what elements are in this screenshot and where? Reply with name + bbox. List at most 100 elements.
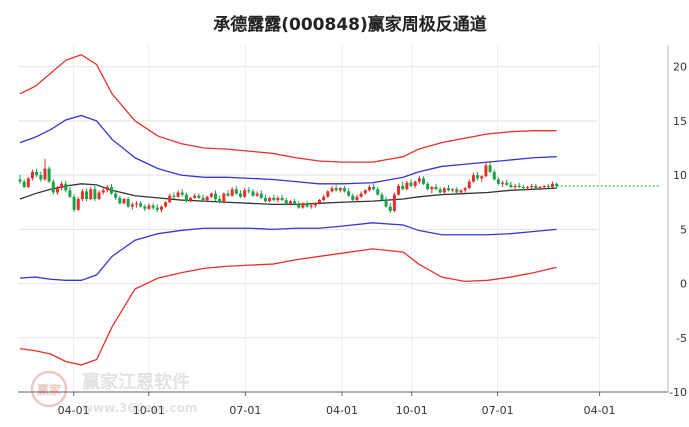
candle-body xyxy=(326,191,330,197)
candle-body xyxy=(68,190,72,197)
y-tick-label: 20 xyxy=(673,61,687,74)
candle-body xyxy=(39,175,43,180)
candle-body xyxy=(238,193,242,197)
candle-body xyxy=(446,188,450,191)
candle-body xyxy=(193,195,197,198)
candle-body xyxy=(201,197,205,201)
watermark-brand: 赢家江恩软件 xyxy=(82,371,190,393)
candle-body xyxy=(280,197,284,201)
candle-body xyxy=(342,188,346,192)
candle-body xyxy=(367,187,371,191)
candle-body xyxy=(526,187,530,189)
grid-lines xyxy=(18,45,601,393)
candle-body xyxy=(309,205,313,207)
candle-body xyxy=(122,198,126,204)
candle-body xyxy=(205,196,209,201)
channel-line xyxy=(19,54,557,163)
candle-body xyxy=(501,182,505,184)
candle-body xyxy=(26,178,30,188)
candle-body xyxy=(438,189,442,193)
candle-body xyxy=(318,200,322,204)
candle-body xyxy=(467,181,471,189)
candle-body xyxy=(397,185,401,195)
candle-body xyxy=(347,191,351,196)
candle-body xyxy=(130,204,134,207)
candle-body xyxy=(284,200,288,205)
candle-body xyxy=(413,181,417,186)
candle-body xyxy=(114,193,118,198)
candle-body xyxy=(168,195,172,203)
candle-body xyxy=(488,165,492,172)
x-tick-label: 10-01 xyxy=(133,404,165,417)
candle-body xyxy=(176,192,180,197)
candle-body xyxy=(401,185,405,190)
candle-body xyxy=(471,175,475,182)
candle-body xyxy=(463,188,467,191)
candle-body xyxy=(380,194,384,201)
watermark-logo-icon xyxy=(30,370,68,408)
candle-body xyxy=(155,207,159,210)
candle-body xyxy=(147,205,151,209)
candle-body xyxy=(43,168,47,180)
candle-body xyxy=(35,171,39,176)
y-tick-label: 0 xyxy=(680,278,687,291)
candle-body xyxy=(180,192,184,195)
candle-body xyxy=(164,202,168,207)
candle-body xyxy=(363,190,367,194)
channel-line xyxy=(19,248,557,366)
candle-body xyxy=(430,187,434,190)
candle-body xyxy=(384,200,388,207)
candle-body xyxy=(251,191,255,196)
candle-body xyxy=(313,203,317,206)
candle-body xyxy=(247,190,251,192)
candle-body xyxy=(301,203,305,208)
candle-body xyxy=(184,194,188,202)
chart-title: 承德露露(000848)赢家周极反通道 xyxy=(213,14,487,35)
candle-body xyxy=(139,203,143,207)
candle-body xyxy=(76,198,80,210)
candle-body xyxy=(297,204,301,208)
candle-body xyxy=(234,189,238,194)
candle-body xyxy=(218,198,222,203)
candle-body xyxy=(492,171,496,180)
candle-body xyxy=(417,178,421,182)
candle-body xyxy=(455,189,459,193)
candle-body xyxy=(476,175,480,179)
candle-body xyxy=(405,182,409,190)
watermark-logo-text: 赢家 xyxy=(37,382,62,397)
candle-body xyxy=(105,187,109,191)
candle-body xyxy=(388,206,392,211)
x-tick-label: 07-01 xyxy=(482,404,514,417)
candle-body xyxy=(189,197,193,202)
candle-body xyxy=(209,193,213,197)
candle-body xyxy=(442,188,446,193)
candle-body xyxy=(255,193,259,196)
candle-body xyxy=(555,183,559,186)
candle-body xyxy=(530,185,534,188)
candle-body xyxy=(509,184,513,188)
candle-body xyxy=(293,201,297,205)
candle-body xyxy=(538,187,542,189)
candle-body xyxy=(392,194,396,211)
x-tick-label: 04-01 xyxy=(326,404,358,417)
candle-body xyxy=(322,196,326,201)
candle-body xyxy=(276,197,280,201)
candle-body xyxy=(480,176,484,179)
watermark: 赢家 赢家江恩软件 www.360ejn.com xyxy=(30,370,197,415)
candle-body xyxy=(338,188,342,191)
watermark-url: www.360ejn.com xyxy=(82,401,197,415)
candle-body xyxy=(259,193,263,198)
candle-body xyxy=(546,185,550,188)
candle-body xyxy=(22,181,26,188)
y-tick-label: -5 xyxy=(676,332,687,345)
candle-body xyxy=(513,185,517,188)
candle-body xyxy=(226,193,230,196)
candle-body xyxy=(101,190,105,193)
candle-body xyxy=(459,190,463,193)
candle-body xyxy=(230,189,234,196)
candle-body xyxy=(222,193,226,203)
candle-body xyxy=(55,188,59,193)
candlesticks xyxy=(18,158,559,214)
candle-body xyxy=(159,206,163,210)
candle-body xyxy=(47,168,51,182)
